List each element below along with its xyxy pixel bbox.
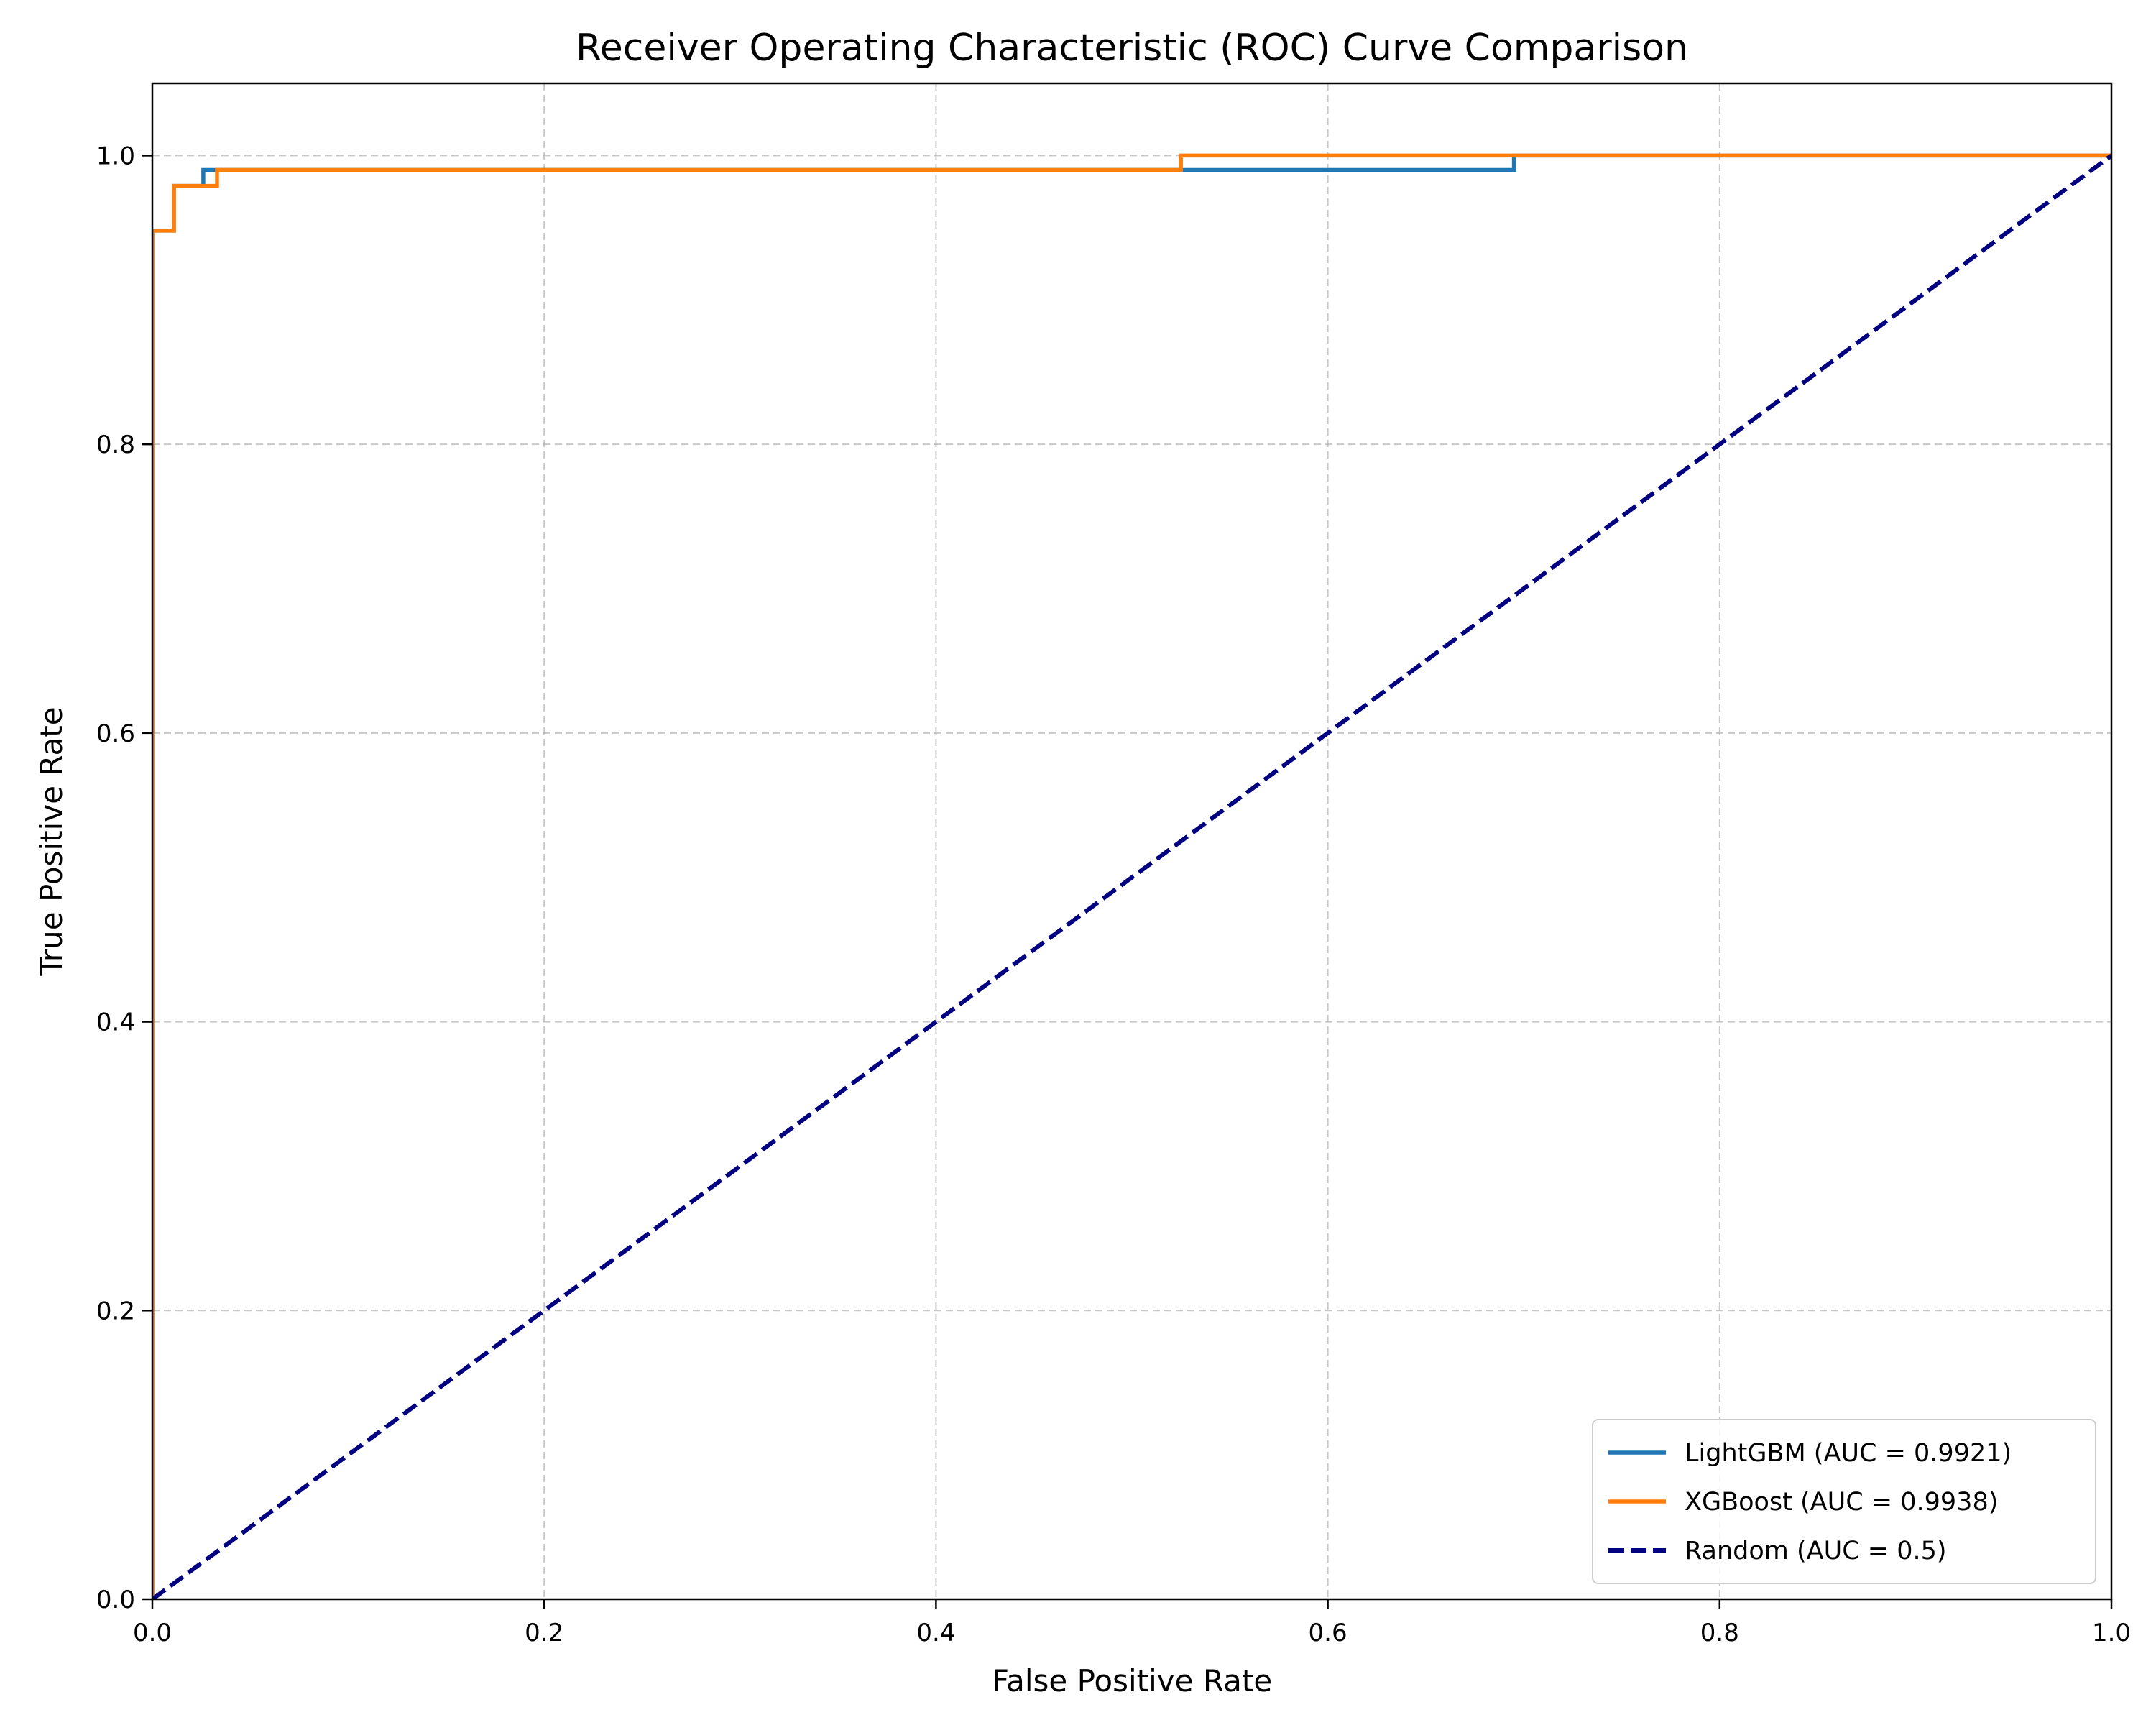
y-tick-label: 0.6 (96, 719, 135, 748)
x-tick-label: 0.6 (1309, 1619, 1348, 1647)
plot-area (152, 83, 2111, 1599)
legend-entry-label: Random (AUC = 0.5) (1685, 1537, 1947, 1565)
legend-entry-label: LightGBM (AUC = 0.9921) (1685, 1439, 2012, 1468)
x-tick-label: 0.2 (525, 1619, 563, 1647)
legend-entry-label: XGBoost (AUC = 0.9938) (1685, 1488, 1998, 1517)
y-tick-label: 0.4 (96, 1008, 135, 1037)
random-baseline-line (152, 153, 2111, 1599)
chart-title: Receiver Operating Characteristic (ROC) … (576, 27, 1688, 70)
y-tick-label: 1.0 (96, 142, 135, 170)
series-layer (152, 153, 2111, 1599)
x-tick-label: 0.8 (1700, 1619, 1739, 1647)
x-tick-label: 1.0 (2092, 1619, 2131, 1647)
x-axis-label: False Positive Rate (992, 1663, 1272, 1698)
legend-box (1592, 1419, 2096, 1584)
y-tick-label: 0.2 (96, 1297, 135, 1325)
legend: LightGBM (AUC = 0.9921) XGBoost (AUC = 0.… (1592, 1419, 2096, 1584)
x-tick-label: 0.4 (916, 1619, 955, 1647)
tick-layer: 0.0 0.2 0.4 0.6 0.8 1.0 0.0 0.2 0.4 0.6 0.8 1.0 (96, 142, 2131, 1647)
y-tick-label: 0.0 (96, 1586, 135, 1614)
x-tick-label: 0.0 (133, 1619, 172, 1647)
y-tick-label: 0.8 (96, 431, 135, 459)
plot-frame (151, 82, 2113, 1601)
roc-series-line (152, 153, 2111, 1599)
y-axis-label: True Positive Rate (34, 707, 69, 976)
